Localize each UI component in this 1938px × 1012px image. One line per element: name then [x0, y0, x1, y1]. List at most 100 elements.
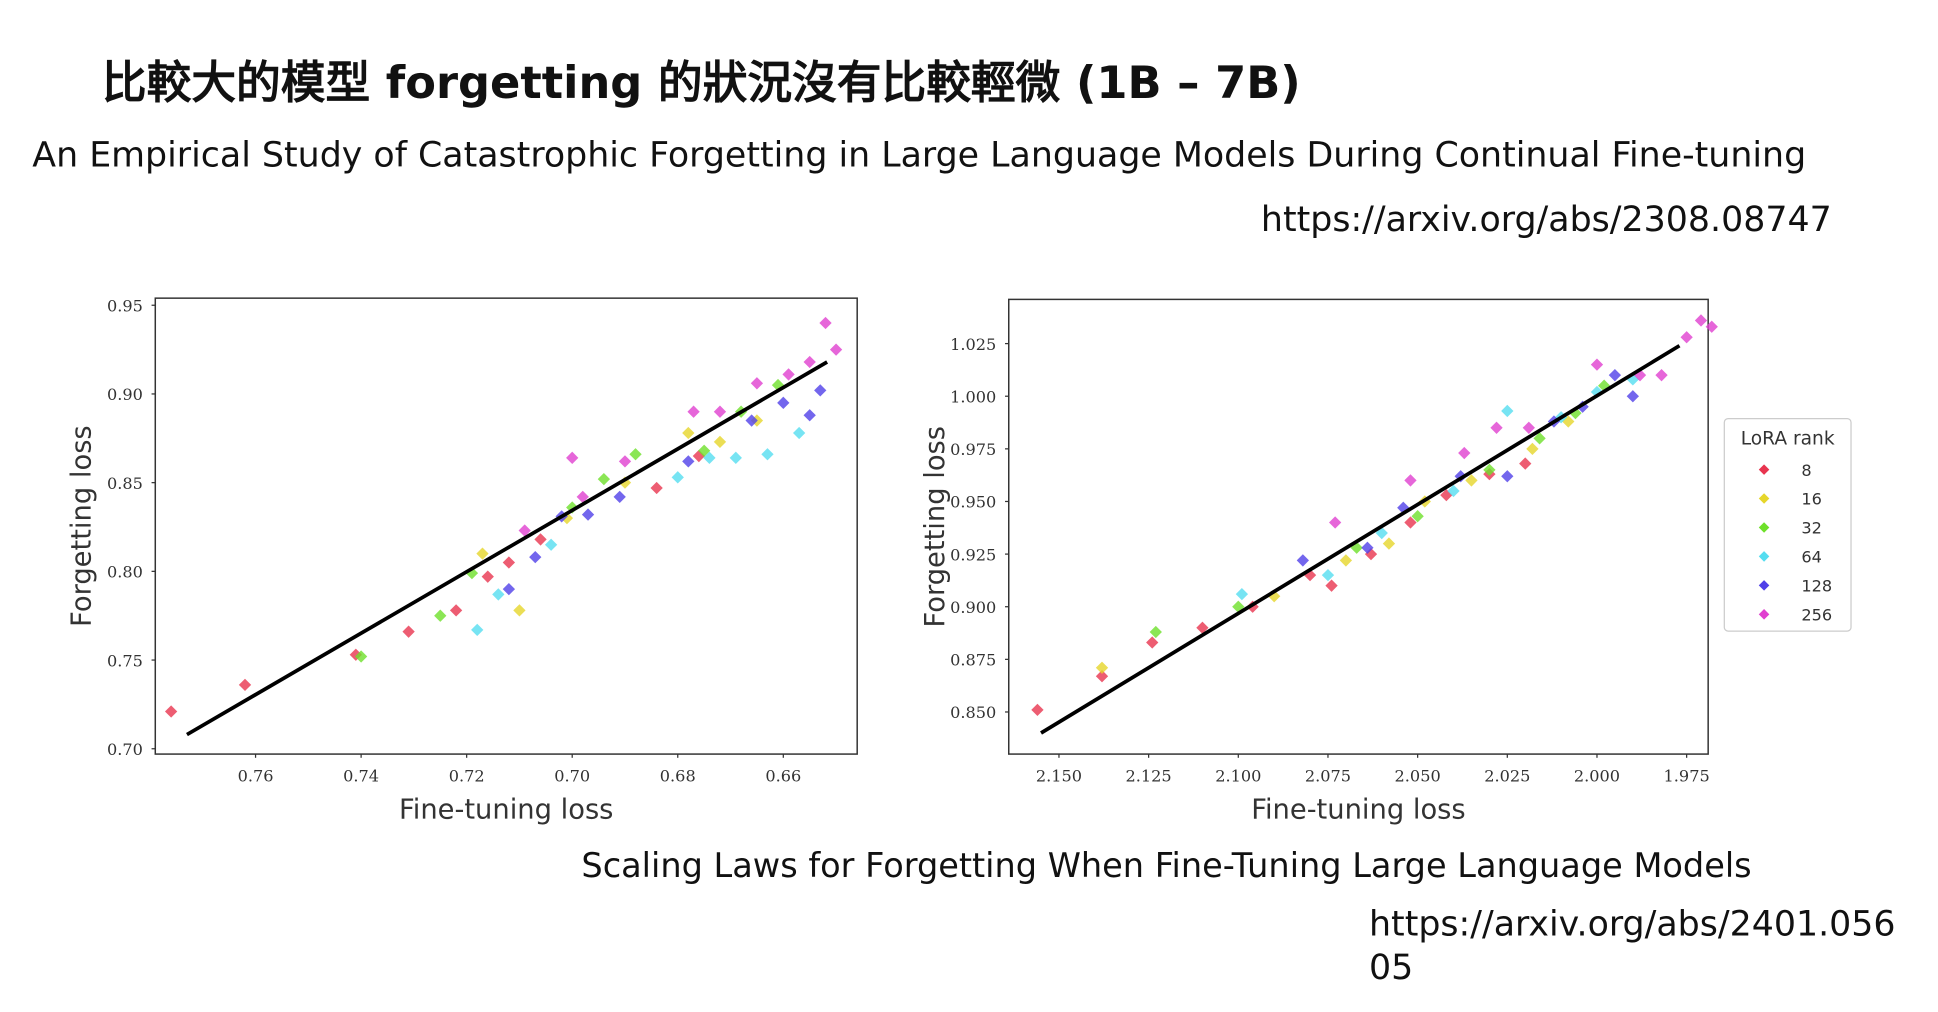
y-tick-label: 0.850: [950, 703, 996, 722]
scatter-point: [1608, 369, 1622, 382]
scatter-point: [1296, 554, 1310, 567]
slide-title: 比較大的模型 forgetting 的狀況沒有比較輕微 (1B – 7B): [101, 58, 1301, 110]
scatter-point: [1705, 320, 1718, 333]
scatter-point: [1328, 516, 1342, 529]
x-tick-label: 2.000: [1574, 766, 1620, 785]
scatter-point: [534, 533, 547, 546]
y-tick-label: 1.025: [950, 335, 996, 354]
scatter-point: [1526, 442, 1539, 455]
legend-label: 16: [1801, 490, 1822, 509]
scatter-point: [650, 481, 663, 495]
scatter-point: [1626, 390, 1639, 403]
scatter-point: [618, 455, 632, 468]
legend-box: [1723, 418, 1852, 632]
scatter-point: [597, 472, 611, 486]
scatter-point: [164, 705, 178, 718]
scatter-point: [1483, 463, 1496, 477]
scatter-point: [1095, 661, 1109, 674]
scatter-point: [1680, 331, 1693, 344]
y-axis-label: Forgetting loss: [67, 425, 98, 627]
scatter-point: [1146, 636, 1159, 649]
y-tick-label: 0.70: [107, 740, 143, 759]
scatter-point: [471, 623, 484, 637]
scatter-point: [1095, 670, 1109, 683]
plot-area: [1008, 298, 1709, 755]
legend-title: LoRA rank: [1741, 429, 1835, 450]
x-tick-label: 0.68: [660, 766, 696, 785]
scatter-point: [481, 570, 494, 583]
x-tick-label: 2.125: [1126, 766, 1172, 785]
legend-label: 256: [1801, 606, 1832, 625]
legend-marker: [1758, 464, 1770, 475]
plot-area: [154, 297, 858, 755]
paper-title: Scaling Laws for Forgetting When Fine-Tu…: [581, 847, 1752, 886]
scatter-point: [581, 508, 595, 521]
scatter-point: [1196, 621, 1209, 634]
scatter-point: [777, 396, 790, 409]
scatter-point: [1339, 554, 1353, 567]
x-tick-label: 0.74: [343, 766, 379, 785]
scatter-point: [1533, 432, 1546, 445]
scatter-point: [761, 448, 774, 461]
scatter-point: [492, 588, 505, 601]
x-tick-label: 1.975: [1664, 766, 1710, 785]
y-tick-label: 0.85: [107, 474, 143, 493]
y-tick-label: 0.950: [950, 493, 996, 512]
scatter-point: [449, 604, 463, 617]
scatter-point: [476, 547, 489, 560]
scatter-point: [792, 426, 806, 440]
scatter-point: [819, 316, 832, 330]
scatter-point: [1465, 474, 1478, 487]
y-axis-label: Forgetting loss: [920, 426, 951, 628]
x-tick-label: 2.050: [1395, 766, 1441, 785]
paper-url: https://arxiv.org/abs/2401.05605: [1369, 903, 1896, 988]
paper-title: An Empirical Study of Catastrophic Forge…: [32, 134, 1807, 176]
x-tick-label: 2.075: [1305, 766, 1351, 785]
legend-label: 128: [1801, 577, 1832, 596]
scatter-point: [1458, 446, 1471, 460]
scatter-point: [529, 551, 542, 564]
y-tick-label: 0.75: [107, 651, 143, 670]
y-tick-label: 1.000: [950, 387, 996, 406]
scatter-point: [613, 490, 626, 503]
paper-url: https://arxiv.org/abs/2308.08747: [1260, 198, 1832, 240]
x-tick-label: 2.025: [1484, 766, 1530, 785]
scatter-point: [434, 609, 447, 622]
scatter-point: [629, 448, 642, 461]
x-tick-label: 2.150: [1036, 766, 1082, 785]
y-tick-label: 0.90: [107, 385, 143, 404]
x-tick-label: 2.100: [1215, 766, 1261, 785]
x-tick-label: 0.66: [765, 766, 801, 785]
y-tick-label: 0.925: [950, 545, 996, 564]
scatter-point: [566, 451, 579, 464]
legend-label: 8: [1801, 461, 1811, 480]
scatter-point: [1501, 404, 1514, 418]
legend-label: 64: [1801, 548, 1822, 567]
scatter-point: [1501, 470, 1514, 483]
scatter-point: [1411, 510, 1424, 523]
scatter-point: [1031, 703, 1044, 717]
y-tick-label: 0.875: [950, 651, 996, 670]
scatter-point: [518, 524, 531, 537]
x-tick-label: 0.72: [449, 766, 485, 785]
legend-label: 32: [1801, 519, 1822, 538]
scatter-point: [1404, 474, 1417, 487]
scatter-point: [1404, 516, 1417, 529]
fit-line: [186, 360, 829, 737]
scatter-point: [502, 556, 516, 569]
scatter-point: [1519, 457, 1532, 470]
scatter-point: [576, 490, 589, 503]
scatter-point: [713, 405, 727, 418]
scatter-point: [1490, 421, 1503, 434]
x-axis-label: Fine-tuning loss: [1251, 795, 1465, 826]
scatter-point: [1655, 369, 1668, 382]
scatter-point: [502, 582, 516, 596]
y-tick-label: 0.80: [107, 563, 143, 582]
scatter-point: [1522, 421, 1535, 434]
y-tick-label: 0.95: [107, 296, 143, 315]
scatter-point: [238, 678, 252, 692]
scatter-point: [782, 368, 795, 381]
scatter-point: [1590, 358, 1604, 371]
